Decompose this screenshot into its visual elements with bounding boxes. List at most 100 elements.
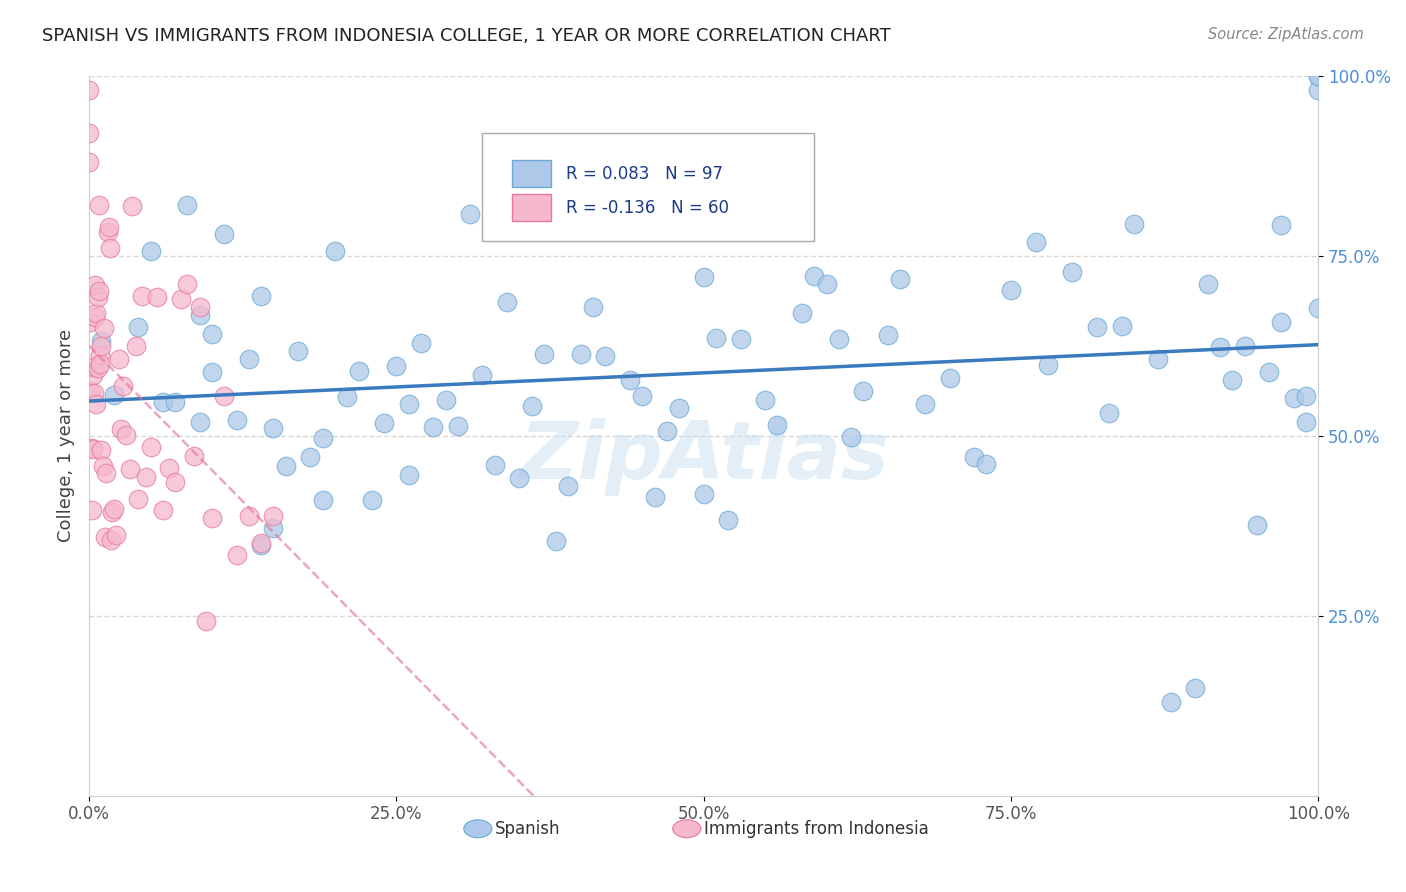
- Point: [1295, 415, 1317, 429]
- Point: [373, 416, 395, 430]
- Point: [569, 347, 592, 361]
- FancyBboxPatch shape: [512, 194, 551, 221]
- Point: [250, 536, 273, 550]
- Point: [595, 349, 617, 363]
- Point: [201, 511, 224, 525]
- Point: [1062, 265, 1084, 279]
- Point: [889, 271, 911, 285]
- Point: [80, 503, 103, 517]
- Point: [103, 388, 125, 402]
- Text: R = 0.083   N = 97: R = 0.083 N = 97: [567, 165, 723, 183]
- Point: [349, 364, 371, 378]
- Point: [398, 468, 420, 483]
- Point: [110, 422, 132, 436]
- Point: [238, 351, 260, 366]
- Point: [877, 327, 900, 342]
- Point: [165, 394, 187, 409]
- Point: [112, 379, 135, 393]
- Point: [82, 368, 104, 383]
- Point: [1122, 217, 1144, 231]
- Point: [520, 399, 543, 413]
- Point: [201, 326, 224, 341]
- Point: [730, 332, 752, 346]
- Point: [176, 277, 198, 291]
- Point: [188, 300, 211, 314]
- Point: [139, 244, 162, 258]
- Point: [471, 368, 494, 382]
- Point: [963, 450, 986, 464]
- Point: [152, 395, 174, 409]
- Point: [1111, 318, 1133, 333]
- Point: [139, 440, 162, 454]
- Point: [619, 373, 641, 387]
- Point: [458, 207, 481, 221]
- Point: [508, 471, 530, 485]
- Y-axis label: College, 1 year or more: College, 1 year or more: [58, 329, 75, 542]
- FancyBboxPatch shape: [512, 160, 551, 187]
- Point: [80, 441, 103, 455]
- Point: [89, 358, 111, 372]
- Point: [107, 351, 129, 366]
- Point: [704, 331, 727, 345]
- Point: [644, 490, 666, 504]
- Point: [152, 503, 174, 517]
- Text: ZipAtlas: ZipAtlas: [519, 418, 889, 496]
- Point: [89, 348, 111, 362]
- Point: [1258, 365, 1281, 379]
- Point: [194, 614, 217, 628]
- Point: [1233, 339, 1256, 353]
- Point: [938, 370, 960, 384]
- Point: [434, 392, 457, 407]
- Point: [183, 449, 205, 463]
- Point: [398, 397, 420, 411]
- Point: [1085, 319, 1108, 334]
- Point: [121, 199, 143, 213]
- Point: [82, 442, 104, 456]
- Point: [754, 392, 776, 407]
- Point: [262, 420, 284, 434]
- Point: [1025, 235, 1047, 249]
- Point: [103, 502, 125, 516]
- Point: [582, 300, 605, 314]
- Point: [287, 344, 309, 359]
- Point: [86, 361, 108, 376]
- Point: [692, 487, 714, 501]
- Point: [96, 467, 118, 481]
- Point: [77, 155, 100, 169]
- Point: [87, 198, 110, 212]
- Point: [165, 475, 187, 489]
- Point: [815, 277, 838, 292]
- Point: [135, 470, 157, 484]
- Point: [86, 290, 108, 304]
- Point: [914, 397, 936, 411]
- Point: [176, 198, 198, 212]
- Point: [118, 461, 141, 475]
- Point: [1282, 391, 1305, 405]
- Point: [1197, 277, 1219, 291]
- Point: [1295, 389, 1317, 403]
- Point: [631, 388, 654, 402]
- Point: [336, 390, 359, 404]
- Point: [77, 83, 100, 97]
- Point: [323, 244, 346, 258]
- Point: [90, 339, 112, 353]
- Point: [91, 458, 114, 473]
- Text: Immigrants from Indonesia: Immigrants from Indonesia: [703, 820, 928, 838]
- Point: [83, 385, 105, 400]
- Point: [1000, 283, 1022, 297]
- Point: [90, 442, 112, 457]
- Point: [668, 401, 690, 416]
- FancyBboxPatch shape: [482, 133, 814, 241]
- Point: [170, 292, 193, 306]
- Point: [93, 321, 115, 335]
- Point: [533, 347, 555, 361]
- Point: [803, 268, 825, 283]
- Point: [238, 508, 260, 523]
- Point: [385, 359, 408, 374]
- Point: [84, 310, 107, 324]
- Point: [79, 384, 101, 398]
- Point: [1270, 315, 1292, 329]
- Point: [1036, 359, 1059, 373]
- Point: [766, 417, 789, 432]
- Point: [1308, 301, 1330, 315]
